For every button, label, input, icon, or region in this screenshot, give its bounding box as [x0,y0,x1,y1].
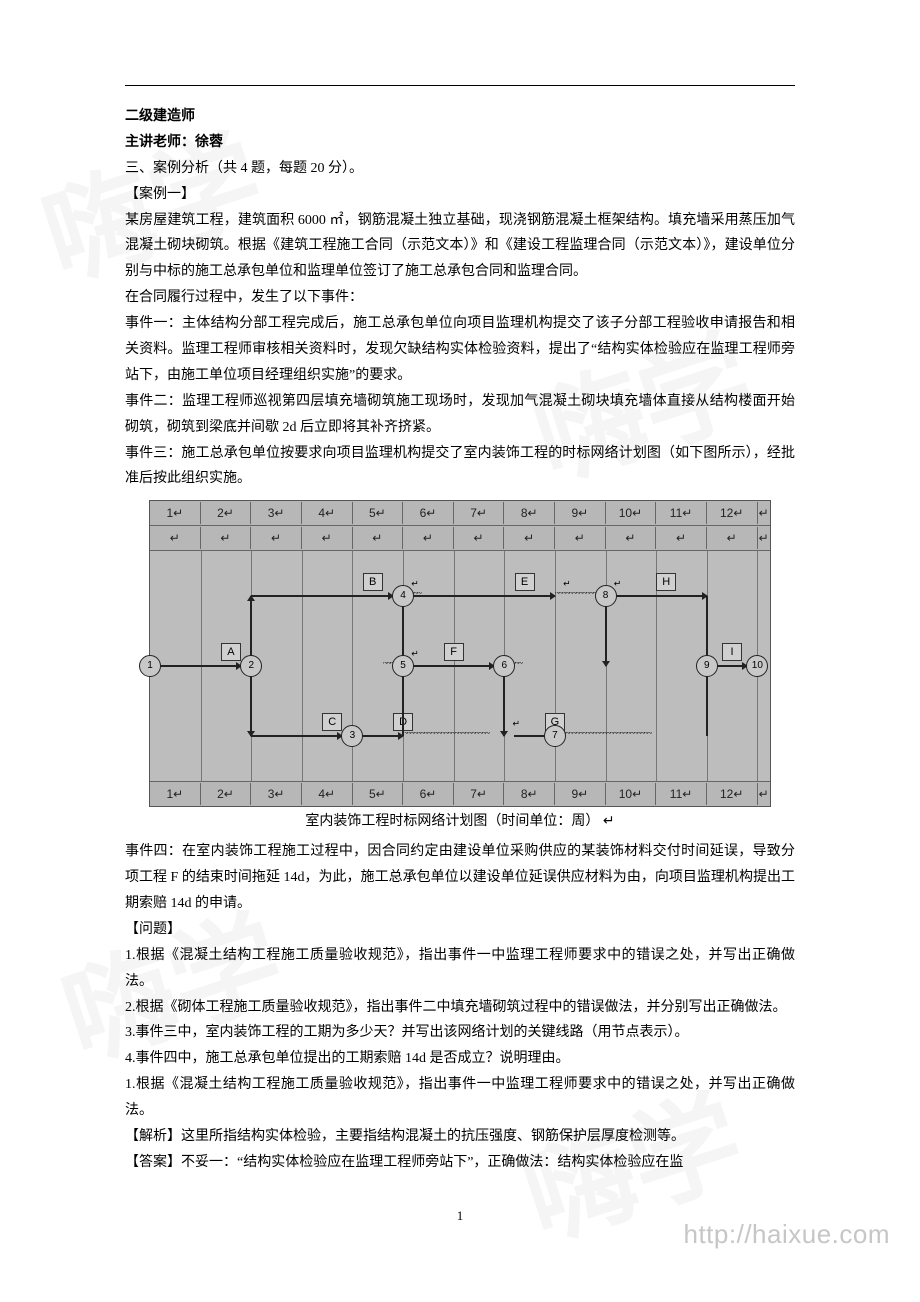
analysis-text: 【解析】这里所指结构实体检验，主要指结构混凝土的抗压强度、钢筋保护层厚度检测等。 [125,1124,795,1150]
activity-label-H: H [656,573,676,591]
header-rule [125,85,795,86]
activity-arrow-C [251,735,342,737]
question-4: 4.事件四中，施工总承包单位提出的工期索赔 14d 是否成立？说明理由。 [125,1046,795,1072]
scale-tick: 8↵ [504,502,555,524]
document-page: 二级建造师 主讲老师：徐蓉 三、案例分析（共 4 题，每题 20 分）。 【案例… [0,0,920,1268]
question-3: 3.事件三中，室内装饰工程的工期为多少天？并写出该网络计划的关键线路（用节点表示… [125,1020,795,1046]
top-time-scale: 1↵ 2↵ 3↵ 4↵ 5↵ 6↵ 7↵ 8↵ 9↵ 10↵ 11↵ 12↵ ↵ [150,501,770,526]
activity-arrow-F [413,665,494,667]
scale-end: ↵ [758,783,770,805]
activity-arrow-E [413,595,555,597]
intro-p1: 某房屋建筑工程，建筑面积 6000 ㎡，钢筋混凝土独立基础，现浇钢筋混凝土框架结… [125,208,795,286]
network-node-7: 7 [544,725,566,747]
footer-watermark: http://haixue.com [684,1219,891,1250]
scale-tick: 3↵ [251,783,302,805]
network-node-10: 10 [746,655,768,677]
scale-tick: 7↵ [454,783,505,805]
tick-marker: ↵ [302,527,353,549]
scale-tick: 8↵ [504,783,555,805]
activity-arrow-A [160,665,241,667]
activity-label-C: C [322,713,342,731]
doc-title-line1: 二级建造师 [125,104,795,130]
activity-label-A: A [221,643,241,661]
scale-tick: 4↵ [302,783,353,805]
scale-tick: 9↵ [555,783,606,805]
tick-marker: ↵ [150,527,201,549]
event-1: 事件一：主体结构分部工程完成后，施工总承包单位向项目监理机构提交了该子分部工程验… [125,311,795,389]
bottom-time-scale: 1↵ 2↵ 3↵ 4↵ 5↵ 6↵ 7↵ 8↵ 9↵ 10↵ 11↵ 12↵ ↵ [150,781,770,806]
tick-marker: ↵ [707,527,758,549]
activity-label-B: B [363,573,383,591]
doc-title-line2: 主讲老师：徐蓉 [125,130,795,156]
scale-tick: 5↵ [353,502,404,524]
top-tick-markers: ↵ ↵ ↵ ↵ ↵ ↵ ↵ ↵ ↵ ↵ ↵ ↵ ↵ [150,526,770,551]
float-wave: ~~~~~~~~~~~~~~~~~~~~~~~~~ [403,732,504,740]
network-node-4: 4 [392,585,414,607]
diagram-caption: 室内装饰工程时标网络计划图（时间单位：周） ↵ [305,809,614,835]
scale-tick: 4↵ [302,502,353,524]
activity-arrow-H [616,595,707,597]
question-2: 2.根据《砌体工程施工质量验收规范》，指出事件二中填充墙砌筑过程中的错误做法，并… [125,995,795,1021]
tick-marker: ↵ [403,527,454,549]
network-node-6: 6 [493,655,515,677]
event-2: 事件二：监理工程师巡视第四层填充墙砌筑施工现场时，发现加气混凝土砌块填充墙体直接… [125,389,795,441]
scale-tick: 10↵ [606,783,657,805]
scale-tick: 12↵ [707,502,758,524]
scale-tick: 11↵ [656,502,707,524]
tick-marker: ↵ [454,527,505,549]
tick-marker: ↵ [504,527,555,549]
answer-1-repeat: 1.根据《混凝土结构工程施工质量验收规范》，指出事件一中监理工程师要求中的错误之… [125,1072,795,1124]
section-heading: 三、案例分析（共 4 题，每题 20 分）。 [125,156,795,182]
intro-p2: 在合同履行过程中，发生了以下事件： [125,285,795,311]
activity-label-F: F [444,643,464,661]
network-diagram: 1↵ 2↵ 3↵ 4↵ 5↵ 6↵ 7↵ 8↵ 9↵ 10↵ 11↵ 12↵ ↵… [125,500,795,835]
scale-tick: 1↵ [150,502,201,524]
event-3: 事件三：施工总承包单位按要求向项目监理机构提交了室内装饰工程的时标网络计划图（如… [125,441,795,493]
network-node-1: 1 [139,655,161,677]
network-node-5: 5 [392,655,414,677]
activity-label-E: E [515,573,535,591]
case-label: 【案例一】 [125,182,795,208]
event-4: 事件四：在室内装饰工程施工过程中，因合同约定由建设单位采购供应的某装饰材料交付时… [125,839,795,917]
scale-tick: 6↵ [403,502,454,524]
network-node-9: 9 [696,655,718,677]
scale-tick: 7↵ [454,502,505,524]
tick-marker: ↵ [201,527,252,549]
tick-marker: ↵ [758,527,770,549]
tick-marker: ↵ [251,527,302,549]
network-node-2: 2 [240,655,262,677]
network-node-8: 8 [595,585,617,607]
scale-tick: 6↵ [403,783,454,805]
activity-arrow-B [251,595,393,597]
tick-marker: ↵ [606,527,657,549]
tick-marker: ↵ [353,527,404,549]
scale-end: ↵ [758,502,770,524]
tick-marker: ↵ [555,527,606,549]
activity-arrow-D [362,735,403,737]
scale-tick: 5↵ [353,783,404,805]
answer-text: 【答案】不妥一：“结构实体检验应在监理工程师旁站下”，正确做法：结构实体检验应在… [125,1150,795,1176]
tick-marker: ↵ [656,527,707,549]
scale-tick: 3↵ [251,502,302,524]
scale-tick: 2↵ [201,502,252,524]
scale-tick: 12↵ [707,783,758,805]
chart-body: ABCDEFGHI~~~~~~~~~~~~~~~~~~~~~~~~~~~~~~~… [150,551,770,781]
network-node-3: 3 [341,725,363,747]
question-1: 1.根据《混凝土结构工程施工质量验收规范》，指出事件一中监理工程师要求中的错误之… [125,943,795,995]
float-wave: ~~~~~~~~~~~~~~~~~~~~~~~~~~~~ [555,732,707,740]
questions-label: 【问题】 [125,917,795,943]
activity-arrow-I [717,665,748,667]
scale-tick: 9↵ [555,502,606,524]
scale-tick: 10↵ [606,502,657,524]
scale-tick: 11↵ [656,783,707,805]
activity-label-I: I [722,643,742,661]
scale-tick: 2↵ [201,783,252,805]
scale-tick: 1↵ [150,783,201,805]
